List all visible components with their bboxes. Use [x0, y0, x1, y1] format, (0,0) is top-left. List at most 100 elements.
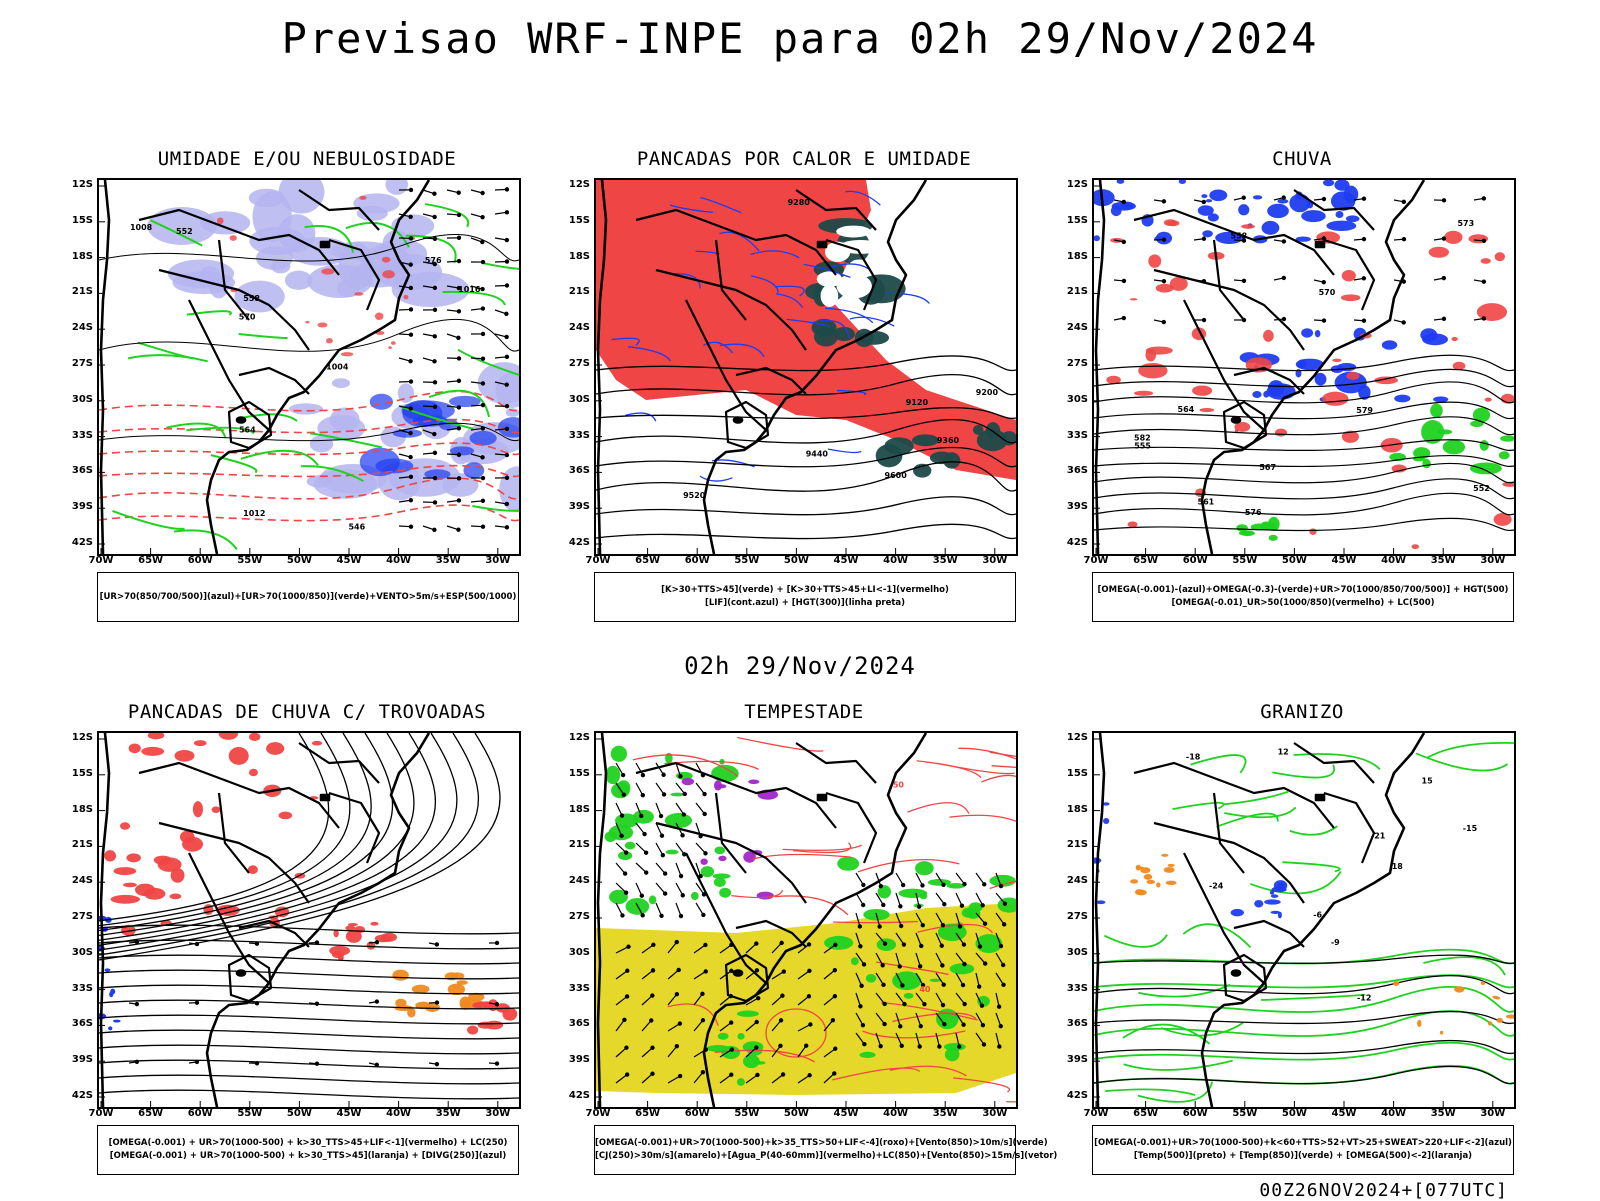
longitude-tick-label: 30W [980, 555, 1010, 566]
latitude-tick-label: 27S [67, 358, 93, 369]
contour-label: 1008 [130, 223, 153, 232]
longitude-tick-label: 50W [1279, 555, 1309, 566]
longitude-tick-label: 40W [881, 555, 911, 566]
wind850-green-north [605, 746, 739, 915]
longitude-tick-label: 55W [732, 1108, 762, 1119]
contour-label: 570 [1319, 288, 1336, 297]
legend-line: [UR>70(850/700/500)](azul)+[UR>70(1000/8… [98, 591, 518, 604]
legend-line: [CJ(250)>30m/s](amarelo)+[Agua_P(40-60mm… [595, 1150, 1015, 1163]
longitude-tick-label: 70W [583, 1108, 613, 1119]
contour-label: 9600 [885, 471, 908, 480]
legend-line: [Temp(500)](preto) + [Temp(850)](verde) … [1093, 1150, 1513, 1163]
severe-purple-areas [682, 778, 778, 900]
latitude-tick-label: 21S [1062, 286, 1088, 297]
contour-label: -12 [1357, 993, 1371, 1002]
longitude-tick-label: 60W [1180, 555, 1210, 566]
coastline-borders [1096, 733, 1424, 1107]
contour-label: 561 [1198, 498, 1215, 507]
latitude-tick-label: 21S [564, 286, 590, 297]
latitude-tick-label: 36S [1062, 465, 1088, 476]
longitude-tick-label: 65W [136, 555, 166, 566]
latitude-tick-label: 15S [67, 768, 93, 779]
longitude-tick-label: 35W [433, 555, 463, 566]
contour-label: 40 [919, 985, 931, 994]
latitude-tick-label: 42S [564, 1090, 590, 1101]
contour-label: 15 [1422, 776, 1434, 785]
latitude-tick-label: 33S [1062, 430, 1088, 441]
longitude-tick-label: 50W [1279, 1108, 1309, 1119]
latitude-tick-label: 24S [564, 322, 590, 333]
latitude-tick-label: 42S [67, 537, 93, 548]
panel-title: TEMPESTADE [574, 701, 1034, 723]
contour-label: 564 [239, 426, 256, 435]
panel-legend: [OMEGA(-0.001)+UR>70(1000-500)+k>35_TTS>… [594, 1125, 1016, 1175]
legend-line: [OMEGA(-0.001) + UR>70(1000-500) + k>30_… [98, 1137, 518, 1150]
longitude-tick-label: 30W [483, 1108, 513, 1119]
latitude-tick-label: 24S [67, 875, 93, 886]
longitude-tick-label: 60W [1180, 1108, 1210, 1119]
instability-red-area [596, 180, 1016, 480]
longitude-tick-label: 70W [583, 555, 613, 566]
lc250-streamlines [99, 733, 519, 1099]
contour-label: -9 [1331, 938, 1340, 947]
longitude-tick-label: 65W [136, 1108, 166, 1119]
latitude-tick-label: 42S [564, 537, 590, 548]
longitude-tick-label: 45W [1329, 555, 1359, 566]
longitude-tick-label: 40W [1379, 1108, 1409, 1119]
contour-label: -18 [1186, 753, 1201, 762]
longitude-tick-label: 65W [1131, 555, 1161, 566]
latitude-tick-label: 33S [67, 430, 93, 441]
panel-tempestade-map[interactable]: 40 50 [594, 731, 1018, 1109]
panel-legend: [OMEGA(-0.001)-(azul)+OMEGA(-0.3)-(verde… [1092, 572, 1514, 622]
main-title: Previsao WRF-INPE para 02h 29/Nov/2024 [0, 14, 1600, 63]
thunderstorm-red-east [467, 999, 517, 1034]
contour-label: 1012 [243, 509, 265, 518]
longitude-tick-label: 60W [185, 1108, 215, 1119]
panel-title: CHUVA [1072, 148, 1532, 170]
longitude-tick-label: 45W [831, 1108, 861, 1119]
panel-legend: [UR>70(850/700/500)](azul)+[UR>70(1000/8… [97, 572, 519, 622]
latitude-tick-label: 21S [67, 286, 93, 297]
panel-title: PANCADAS POR CALOR E UMIDADE [574, 148, 1034, 170]
longitude-tick-label: 50W [781, 1108, 811, 1119]
longitude-tick-label: 30W [1478, 555, 1508, 566]
panel-title: UMIDADE E/OU NEBULOSIDADE [77, 148, 537, 170]
latitude-tick-label: 33S [564, 983, 590, 994]
longitude-tick-label: 35W [1428, 555, 1458, 566]
contour-label: 50 [893, 780, 905, 789]
longitude-tick-label: 55W [732, 555, 762, 566]
legend-line: [OMEGA(-0.01)_UR>50(1000/850)(vermelho) … [1093, 597, 1513, 610]
latitude-tick-label: 18S [67, 804, 93, 815]
latitude-tick-label: 39S [564, 501, 590, 512]
longitude-tick-label: 45W [1329, 1108, 1359, 1119]
panel-title: GRANIZO [1072, 701, 1532, 723]
latitude-tick-label: 42S [67, 1090, 93, 1101]
latitude-tick-label: 18S [1062, 804, 1088, 815]
latitude-tick-label: 36S [67, 465, 93, 476]
longitude-tick-label: 65W [1131, 1108, 1161, 1119]
latitude-tick-label: 24S [1062, 322, 1088, 333]
latitude-tick-label: 24S [564, 875, 590, 886]
latitude-tick-label: 18S [67, 251, 93, 262]
longitude-tick-label: 45W [831, 555, 861, 566]
longitude-tick-label: 50W [781, 555, 811, 566]
longitude-tick-label: 65W [633, 1108, 663, 1119]
hail-blue-areas [1231, 880, 1288, 918]
longitude-tick-label: 35W [930, 555, 960, 566]
contour-label: -24 [1209, 881, 1224, 890]
longitude-tick-label: 40W [384, 555, 414, 566]
longitude-tick-label: 55W [1230, 555, 1260, 566]
longitude-tick-label: 35W [433, 1108, 463, 1119]
panel-trovoadas-map[interactable] [97, 731, 521, 1109]
latitude-tick-label: 15S [1062, 215, 1088, 226]
latitude-tick-label: 27S [564, 358, 590, 369]
contour-label: 576 [1245, 508, 1262, 517]
contour-label: 579 [1356, 406, 1373, 415]
latitude-tick-label: 39S [1062, 501, 1088, 512]
longitude-tick-label: 60W [682, 1108, 712, 1119]
